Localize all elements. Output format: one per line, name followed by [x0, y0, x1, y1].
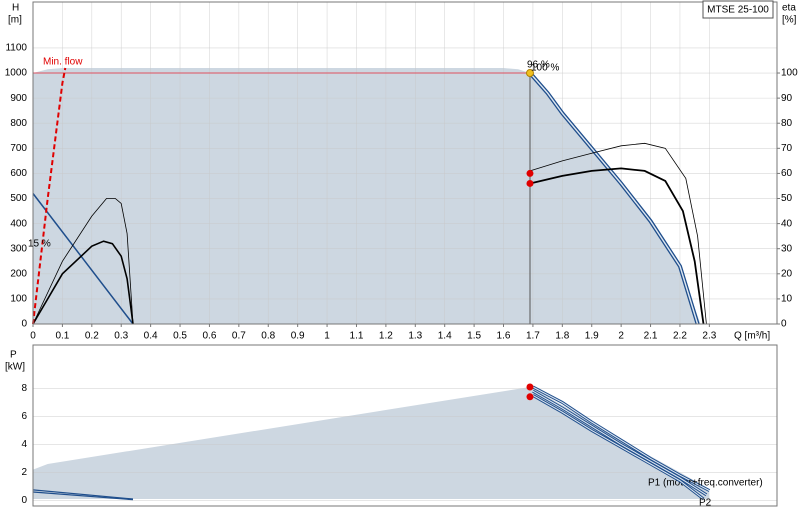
x-tick-label: 1.5 [467, 331, 481, 342]
data-point [526, 383, 534, 391]
y2-tick-label: 40 [781, 218, 793, 229]
x-tick-label: 0.1 [55, 331, 69, 342]
y-tick-label: 1100 [5, 43, 27, 54]
y2-tick-label: 30 [781, 243, 793, 254]
y2-label: eta [782, 3, 796, 14]
annotation: 96 % [527, 60, 550, 71]
x-tick-label: 0 [30, 331, 36, 342]
envelope-area [33, 387, 710, 499]
y-tick-label: 200 [10, 268, 27, 279]
annotation: Min. flow [43, 57, 83, 68]
curve-highlight [529, 72, 699, 325]
x-tick-label: 0.2 [85, 331, 99, 342]
curve [529, 142, 707, 325]
x-tick-label: 1 [324, 331, 330, 342]
y2-tick-label: 10 [781, 294, 793, 305]
y2-tick-label: 100 [781, 68, 798, 79]
y-tick-label: 400 [10, 218, 27, 229]
envelope-area [33, 68, 701, 324]
x-tick-label: 2.3 [702, 331, 716, 342]
y-tick-label: 4 [21, 439, 27, 450]
y-tick-label: 900 [10, 93, 27, 104]
y-tick-label: 1000 [5, 68, 28, 79]
x-tick-label: 1.8 [555, 331, 569, 342]
curve [32, 489, 134, 500]
y-tick-label: 6 [21, 411, 27, 422]
curve-highlight [532, 394, 704, 500]
x-tick-label: 1.1 [350, 331, 364, 342]
y-tick-label: 8 [21, 383, 27, 394]
y-tick-label: 300 [10, 243, 27, 254]
curve [32, 67, 67, 325]
y2-tick-label: 90 [781, 93, 793, 104]
y-label: P [10, 350, 17, 361]
curve-label: P1 (motor+freq.converter) [648, 478, 763, 489]
plot-frame [32, 1, 778, 325]
y-unit: [m] [8, 15, 22, 26]
curve [32, 240, 134, 325]
x-tick-label: 0.8 [261, 331, 275, 342]
x-tick-label: 1.2 [379, 331, 393, 342]
y-tick-label: 0 [21, 319, 27, 330]
y-tick-label: 600 [10, 168, 27, 179]
x-tick-label: 1.3 [408, 331, 422, 342]
curve [32, 198, 134, 325]
x-tick-label: 0.3 [114, 331, 128, 342]
y2-tick-label: 80 [781, 118, 793, 129]
annotation: 15 % [28, 239, 51, 250]
annotation: 100 % [531, 63, 559, 74]
plot-frame [32, 344, 778, 507]
y-tick-label: 0 [21, 495, 27, 506]
x-tick-label: 1.6 [497, 331, 511, 342]
y-tick-label: 700 [10, 143, 27, 154]
chart-title: MTSE 25-100 [707, 5, 769, 16]
title-box [702, 0, 774, 19]
x-tick-label: 0.7 [232, 331, 246, 342]
x-tick-label: 0.4 [144, 331, 158, 342]
curve [529, 167, 705, 325]
data-point [526, 169, 534, 177]
y-tick-label: 100 [10, 294, 27, 305]
data-point [526, 179, 534, 187]
y-tick-label: 800 [10, 118, 27, 129]
x-tick-label: 0.5 [173, 331, 187, 342]
data-point [525, 69, 534, 78]
y-label: H [12, 3, 19, 14]
curve [32, 491, 134, 501]
x-tick-label: 2.2 [673, 331, 687, 342]
y2-tick-label: 60 [781, 168, 793, 179]
curve-label: P2 [699, 498, 712, 509]
x-tick-label: 2 [618, 331, 624, 342]
x-tick-label: 0.9 [291, 331, 305, 342]
y2-tick-label: 0 [781, 319, 787, 330]
data-point [526, 393, 534, 401]
y-tick-label: 2 [21, 467, 27, 478]
x-label: Q [m³/h] [734, 331, 770, 342]
x-tick-label: 1.4 [438, 331, 452, 342]
curve [32, 193, 134, 325]
x-tick-label: 0.6 [202, 331, 216, 342]
curve-highlight [532, 386, 710, 492]
y2-tick-label: 20 [781, 268, 793, 279]
y-tick-label: 500 [10, 193, 27, 204]
x-tick-label: 1.7 [526, 331, 540, 342]
x-tick-label: 2.1 [644, 331, 658, 342]
y2-tick-label: 50 [781, 193, 793, 204]
y2-unit: [%] [782, 15, 797, 26]
curve-highlight [532, 390, 707, 496]
y2-tick-label: 70 [781, 143, 793, 154]
x-tick-label: 1.9 [585, 331, 599, 342]
y-unit: [kW] [5, 362, 25, 373]
